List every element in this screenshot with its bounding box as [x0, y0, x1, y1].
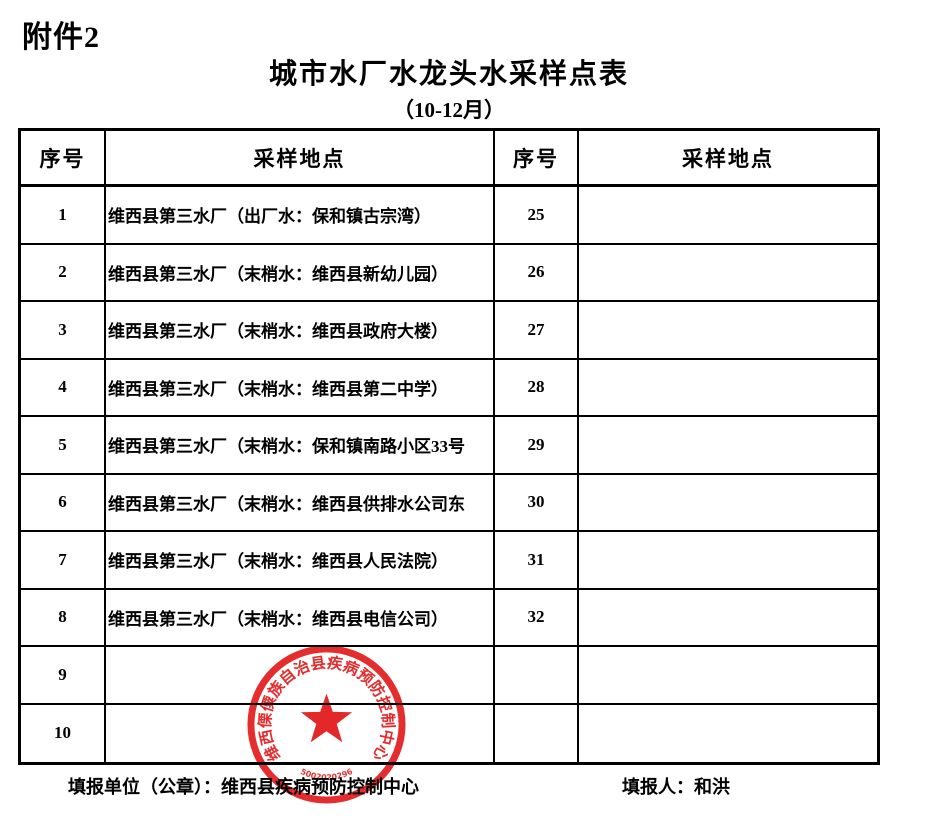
row-loc-right	[579, 475, 877, 532]
row-no-right: 25	[495, 187, 579, 245]
row-loc-right	[579, 647, 877, 705]
row-no-right	[495, 647, 579, 705]
row-loc-left	[106, 647, 495, 705]
page-subtitle: （10-12月）	[393, 98, 505, 122]
row-loc-left: 维西县第三水厂（末梢水：维西县政府大楼）	[106, 302, 495, 360]
row-no-left: 9	[21, 647, 106, 705]
row-no-left: 5	[21, 417, 106, 475]
row-loc-right	[579, 360, 877, 417]
row-loc-left: 维西县第三水厂（末梢水：维西县新幼儿园）	[106, 244, 495, 302]
row-no-right: 27	[495, 302, 579, 360]
reporter-name-label: 填报人：和洪	[622, 777, 730, 797]
row-no-left: 10	[21, 704, 106, 762]
row-loc-left	[106, 704, 495, 762]
col-header-loc-right: 采样地点	[579, 131, 877, 187]
row-no-right: 28	[495, 359, 579, 417]
col-header-no-right: 序号	[495, 131, 579, 187]
row-loc-right	[579, 532, 877, 590]
row-no-left: 6	[21, 474, 106, 532]
row-loc-left: 维西县第三水厂（末梢水：维西县电信公司）	[106, 589, 495, 647]
row-loc-left: 维西县第三水厂（出厂水：保和镇古宗湾）	[106, 187, 495, 245]
row-loc-left: 维西县第三水厂（末梢水：保和镇南路小区33号	[106, 417, 495, 475]
row-loc-right	[579, 417, 877, 475]
row-no-right: 31	[495, 532, 579, 590]
row-loc-left: 维西县第三水厂（末梢水：维西县供排水公司东	[106, 474, 495, 532]
attachment-label: 附件2	[22, 21, 100, 54]
row-no-right	[495, 704, 579, 762]
row-no-left: 3	[21, 302, 106, 360]
reporting-unit-label: 填报单位（公章）：维西县疾病预防控制中心	[68, 777, 419, 797]
row-loc-left: 维西县第三水厂（末梢水：维西县第二中学）	[106, 359, 495, 417]
sampling-points-table: 序号 采样地点 序号 采样地点 1 维西县第三水厂（出厂水：保和镇古宗湾） 25…	[18, 128, 880, 765]
row-no-right: 30	[495, 474, 579, 532]
row-no-left: 8	[21, 589, 106, 647]
row-no-right: 32	[495, 589, 579, 647]
col-header-loc-left: 采样地点	[106, 131, 495, 187]
row-loc-right	[579, 705, 877, 763]
row-no-right: 29	[495, 417, 579, 475]
row-loc-right	[579, 245, 877, 302]
row-loc-right	[579, 302, 877, 360]
page-title: 城市水厂水龙头水采样点表	[268, 59, 629, 90]
row-loc-right	[579, 187, 877, 245]
col-header-no-left: 序号	[21, 131, 106, 187]
row-no-left: 7	[21, 532, 106, 590]
row-loc-right	[579, 590, 877, 647]
row-no-left: 2	[21, 244, 106, 302]
row-no-left: 4	[21, 359, 106, 417]
row-no-right: 26	[495, 244, 579, 302]
row-loc-left: 维西县第三水厂（末梢水：维西县人民法院）	[106, 532, 495, 590]
row-no-left: 1	[21, 187, 106, 245]
